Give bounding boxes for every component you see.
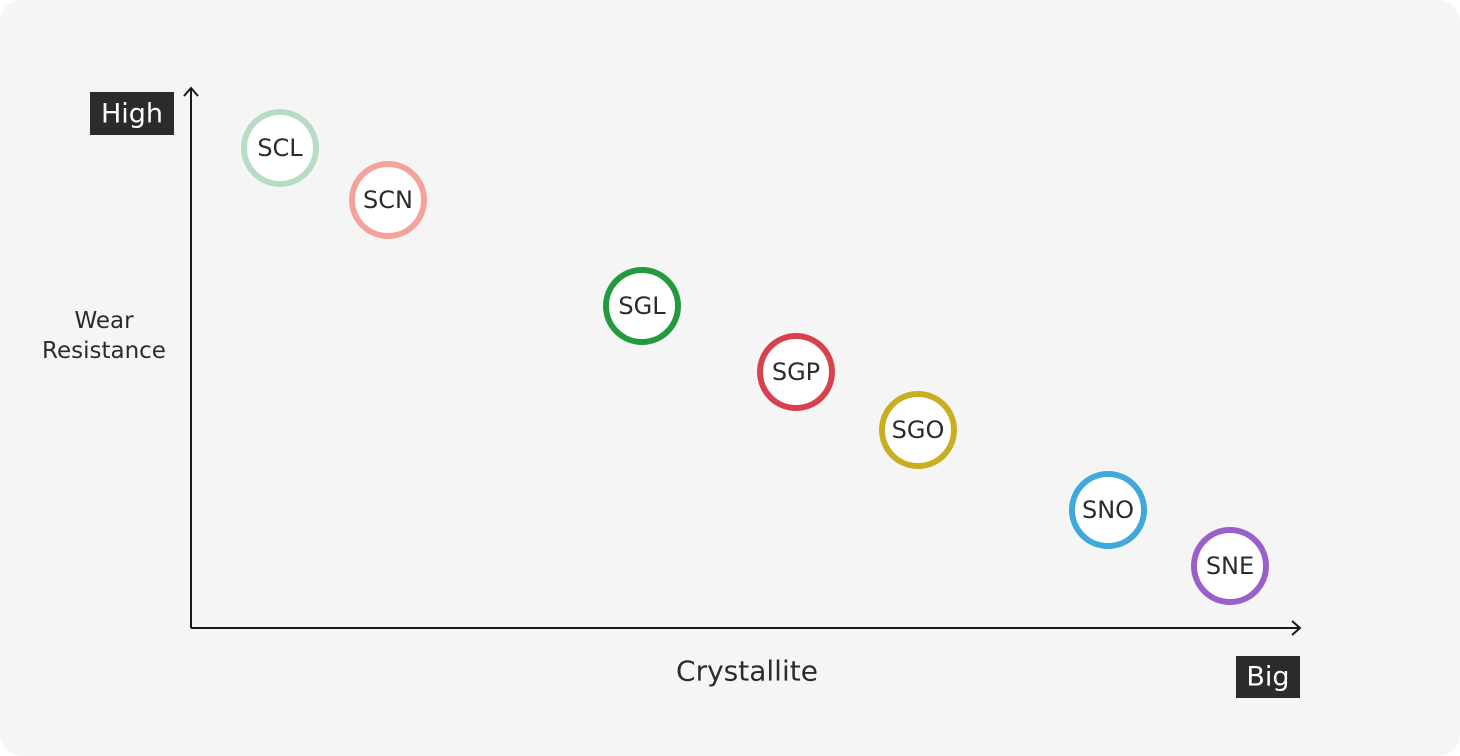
node-circle [1191,527,1269,605]
x-end-label: Big [1246,662,1289,693]
nodes: SCL SCN SGL SGP SGO SNO SNE [241,109,1269,605]
x-arrow [1291,620,1302,636]
node-circle [757,333,835,411]
y-arrow [183,86,199,97]
node-circle [241,109,319,187]
node-label: SCN [363,186,413,214]
node-label: SNE [1206,552,1254,580]
y-end-label: High [101,99,163,130]
x-axis-label: Crystallite [676,655,818,688]
node-label: SGL [618,292,666,320]
node-label: SNO [1082,496,1134,524]
node-circle [603,267,681,345]
node-label: SCL [257,134,303,162]
node-circle [879,391,957,469]
y-axis-label: Wear Resistance [42,308,166,364]
y-end-box [90,92,174,135]
node-label: SGP [772,358,820,386]
node-circle [349,161,427,239]
node-label: SGO [892,416,945,444]
node-circle [1069,471,1147,549]
x-end-box [1236,656,1300,698]
